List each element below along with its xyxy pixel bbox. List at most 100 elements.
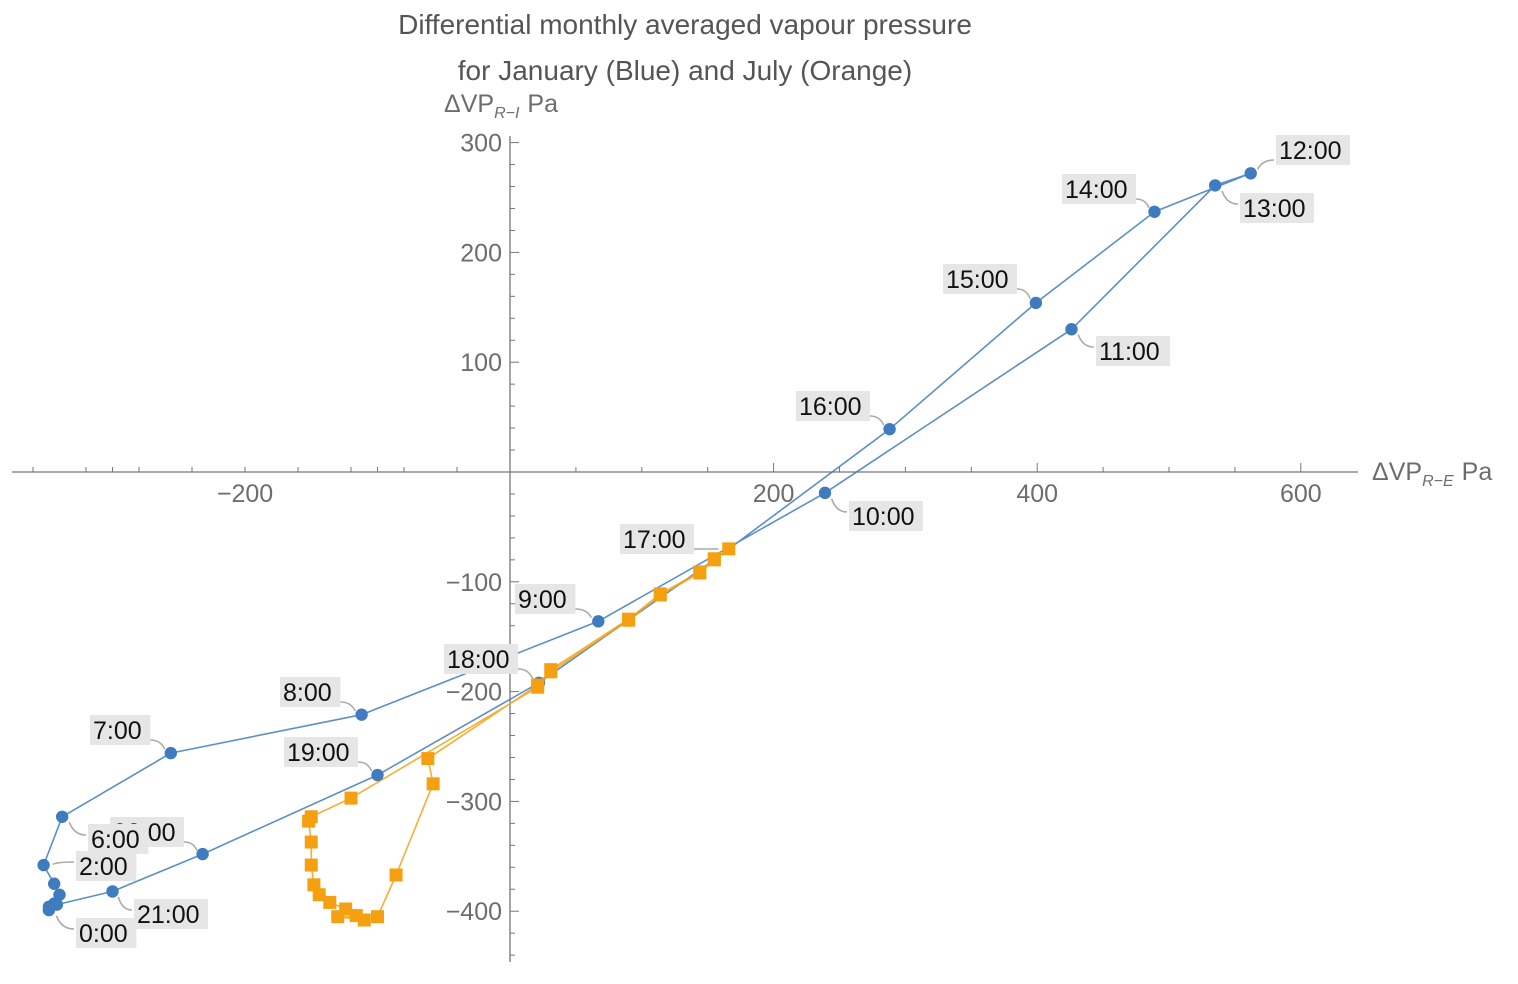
point-july: [371, 910, 384, 924]
y-tick-label: −200: [446, 679, 502, 707]
point-label-text: 12:00: [1279, 137, 1342, 165]
point-label-leader: [1256, 159, 1275, 170]
point-label-text: 16:00: [799, 393, 862, 421]
point-january: [1029, 296, 1043, 310]
point-label-background: [1062, 174, 1136, 204]
point-label-background: [796, 391, 870, 421]
point-label-leader: [340, 701, 356, 712]
point-label-background: [284, 737, 358, 767]
y-axis-title-unit: Pa: [527, 90, 558, 118]
point-january: [592, 615, 605, 628]
point-label-background: [90, 715, 151, 745]
point-label-leader: [68, 821, 87, 836]
y-axis-title-main: ΔVP: [444, 90, 494, 118]
x-axis-title-unit: Pa: [1462, 458, 1493, 486]
point-label-text: 17:00: [623, 526, 686, 554]
chart-subtitle: for January (Blue) and July (Orange): [458, 55, 912, 86]
point-label-leader: [52, 861, 75, 865]
point-label-leader: [1016, 288, 1031, 300]
point-january: [1065, 323, 1078, 336]
point-january: [106, 885, 119, 898]
point-label-000: 0:00: [55, 915, 137, 948]
point-july: [304, 858, 318, 872]
point-label-background: [280, 677, 341, 707]
point-label-1900: 19:00: [284, 737, 373, 772]
point-january: [37, 858, 50, 872]
point-july: [722, 542, 736, 556]
point-label-text: 21:00: [137, 901, 200, 929]
point-january: [164, 746, 177, 760]
point-january: [818, 486, 832, 500]
x-tick-label: 400: [1016, 480, 1058, 508]
axes: −200 200 400 600 −400 −300 −200 −100 100 200 300: [12, 130, 1358, 962]
point-label-text: 0:00: [79, 920, 128, 948]
point-label-text: 10:00: [852, 503, 915, 531]
point-label-1200: 12:00: [1256, 135, 1350, 170]
point-january: [1148, 205, 1161, 218]
point-label-background: [134, 899, 208, 929]
point-label-leader: [1135, 198, 1150, 209]
point-label-background: [76, 851, 137, 881]
point-july: [544, 665, 558, 679]
point-july: [312, 888, 326, 902]
point-label-background: [849, 501, 923, 531]
point-label-leader: [575, 608, 593, 619]
x-axis-title-subscript: R−E: [1422, 473, 1454, 490]
point-january: [50, 898, 64, 911]
point-label-background: [1240, 193, 1314, 223]
point-label-leader: [150, 739, 166, 750]
point-label-background: [1276, 135, 1350, 165]
point-label-1800: 18:00: [444, 644, 534, 680]
point-label-200: 2:00: [52, 851, 137, 881]
point-january: [883, 422, 896, 436]
point-july: [531, 680, 545, 694]
point-label-text: 13:00: [1243, 195, 1306, 223]
point-july: [344, 791, 358, 805]
y-tick-label: 100: [460, 349, 502, 377]
point-label-leader: [183, 841, 198, 851]
point-july: [421, 752, 435, 766]
point-label-background: [515, 584, 576, 614]
point-july: [653, 588, 667, 602]
point-january: [355, 708, 368, 721]
point-label-text: 18:00: [447, 646, 510, 674]
point-label-background: [76, 918, 137, 948]
point-january: [371, 768, 384, 782]
point-label-text: 9:00: [518, 586, 567, 614]
y-tick-label: −100: [446, 569, 502, 597]
point-label-text: 6:00: [91, 826, 140, 854]
point-july: [693, 566, 707, 580]
point-label-text: 2:00: [79, 853, 128, 881]
point-label-leader: [517, 668, 534, 680]
point-label-1600: 16:00: [796, 391, 885, 426]
point-july: [302, 814, 316, 828]
x-tick-label: 600: [1280, 480, 1322, 508]
point-label-700: 7:00: [90, 715, 166, 750]
chart-title: Differential monthly averaged vapour pre…: [398, 9, 972, 40]
point-label-900: 9:00: [515, 584, 593, 619]
x-tick-label: −200: [217, 480, 273, 508]
point-label-background: [88, 824, 149, 854]
point-july: [622, 613, 636, 627]
point-label-1400: 14:00: [1062, 174, 1150, 209]
x-tick-label: 200: [753, 480, 795, 508]
point-label-leader: [55, 915, 75, 930]
point-label-1100: 11:00: [1077, 334, 1170, 366]
point-label-leader: [357, 761, 373, 772]
point-label-800: 8:00: [280, 677, 356, 712]
y-tick-label: −300: [446, 788, 502, 816]
point-label-leader: [117, 896, 133, 911]
y-tick-label: −400: [446, 898, 502, 926]
point-label-1500: 15:00: [943, 264, 1031, 300]
point-label-leader: [869, 415, 885, 426]
point-july: [339, 902, 353, 916]
point-july: [426, 777, 440, 791]
point-july: [389, 868, 403, 882]
point-label-background: [1096, 336, 1170, 366]
point-label-2100: 21:00: [117, 896, 208, 929]
point-label-text: 15:00: [946, 266, 1009, 294]
point-july: [707, 553, 721, 567]
point-july: [304, 835, 318, 849]
y-tick-label: 200: [460, 239, 502, 267]
